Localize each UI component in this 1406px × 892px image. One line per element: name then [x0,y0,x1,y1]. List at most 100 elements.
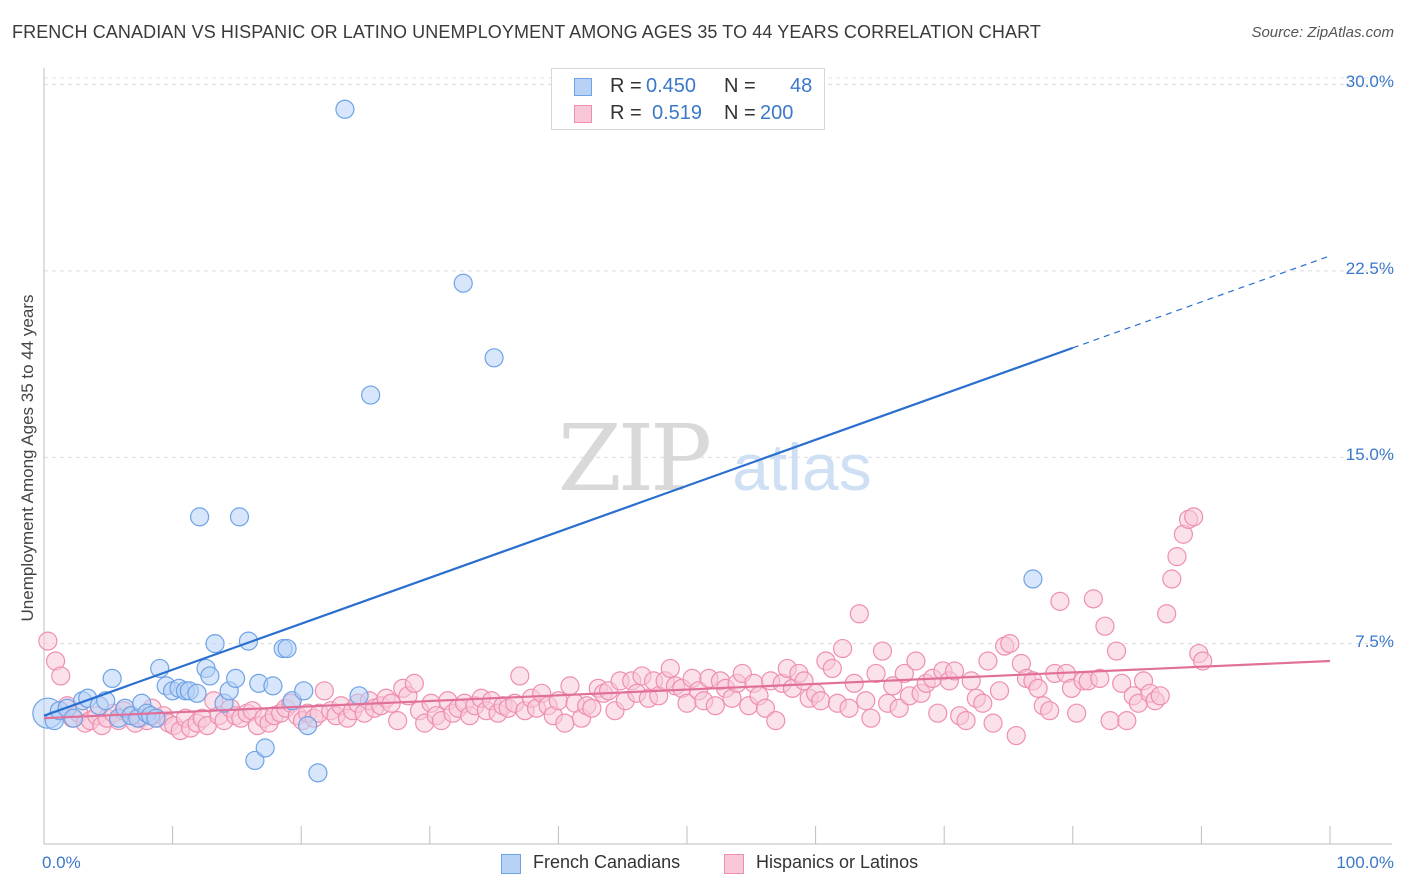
point-hispanic [1117,711,1137,731]
stats-n-value: 200 [760,102,794,124]
point-hispanic [861,708,881,728]
y-tick-label: 30.0% [1345,72,1394,92]
point-hispanic [1067,703,1087,723]
stats-n-value: 48 [790,75,813,97]
trend-extension-french-canadians [1072,255,1331,349]
point-french-canadian [263,676,283,696]
point-french-canadian [298,716,318,736]
point-french-canadian [349,686,369,706]
point-hispanic [1090,668,1110,689]
point-hispanic [1167,547,1187,567]
stats-swatch-french-canadians [574,78,592,96]
point-french-canadian [484,348,504,368]
legend-label-hispanics: Hispanics or Latinos [756,852,919,872]
point-hispanic [1157,604,1177,624]
point-hispanic [894,663,914,684]
point-french-canadian [226,668,246,689]
stats-legend-box: R = 0.450 N = 48 R = 0.519 N = 200 [551,68,825,130]
point-hispanic [660,658,680,679]
axes [43,68,1392,845]
point-french-canadian [1023,569,1043,589]
point-hispanic [1040,701,1060,721]
point-hispanic [944,661,965,681]
point-hispanic [1000,634,1020,654]
point-hispanic [388,711,408,731]
point-hispanic [849,604,869,624]
point-french-canadian [187,683,207,703]
legend-swatch-hispanics [724,854,744,874]
point-hispanic [872,641,893,661]
point-french-canadian [102,668,122,689]
point-hispanic [989,681,1010,701]
point-hispanic [766,711,786,731]
watermark-zip: ZIP [558,405,709,512]
point-hispanic [1184,507,1204,527]
point-hispanic [811,691,831,711]
stats-n-label: N = [724,102,756,124]
point-hispanic [1100,711,1120,731]
watermark: ZIP atlas [558,405,872,512]
point-hispanic [956,711,976,731]
point-hispanic [839,698,859,718]
point-hispanic [833,638,853,659]
point-hispanic [314,681,334,701]
point-hispanic [928,703,948,723]
point-french-canadian [308,763,328,783]
point-hispanic [1112,673,1132,693]
point-french-canadian [190,507,210,527]
point-hispanic [404,673,424,693]
point-hispanic [555,713,575,733]
point-hispanic [1083,589,1103,609]
point-hispanic [961,671,981,691]
point-hispanic [983,713,1003,733]
x-tick-label: 0.0% [42,853,81,872]
stats-r-value: 0.519 [652,102,703,124]
series-hispanics [38,507,1213,746]
point-hispanic [978,651,998,671]
y-tick-label: 22.5% [1345,258,1394,278]
legend: French Canadians Hispanics or Latinos [0,852,1406,878]
point-hispanic [856,691,876,711]
point-french-canadian [335,99,355,119]
point-french-canadian [294,681,314,701]
chart-title: FRENCH CANADIAN VS HISPANIC OR LATINO UN… [12,22,1041,42]
point-french-canadian [205,634,225,654]
y-tick-label: 7.5% [1355,631,1394,651]
point-french-canadian [361,385,381,405]
point-hispanic [906,651,926,671]
point-hispanic [973,693,993,713]
trend-line-french-canadians [43,346,1074,717]
point-hispanic [38,631,58,651]
y-tick-label: 15.0% [1345,445,1394,465]
point-hispanic [1150,686,1170,706]
point-hispanic [705,696,725,716]
chart-source: Source: ZipAtlas.com [1251,24,1394,41]
point-hispanic [1095,616,1115,636]
point-hispanic [1106,641,1127,661]
stats-r-label: R = [610,102,642,124]
point-french-canadian [453,273,473,293]
point-hispanic [822,658,842,679]
trend-lines [43,255,1331,720]
point-french-canadian [200,666,220,686]
point-hispanic [889,698,909,718]
legend-swatch-french-canadians [501,854,521,874]
point-french-canadian [255,738,275,758]
point-french-canadian [229,507,250,527]
stats-swatch-hispanics [574,105,592,123]
point-hispanic [1050,591,1070,611]
point-hispanic [582,698,602,718]
point-hispanic [755,698,776,718]
x-tick-label: 100.0% [1336,853,1394,872]
point-hispanic [1006,725,1026,746]
point-hispanic [51,666,71,686]
point-hispanic [866,663,886,684]
trend-line-hispanics [43,659,1331,720]
watermark-atlas: atlas [732,430,871,504]
point-hispanic [1162,569,1182,589]
point-hispanic [560,676,580,696]
point-french-canadian [238,631,259,651]
point-hispanic [510,666,530,686]
legend-label-french-canadians: French Canadians [533,852,681,872]
